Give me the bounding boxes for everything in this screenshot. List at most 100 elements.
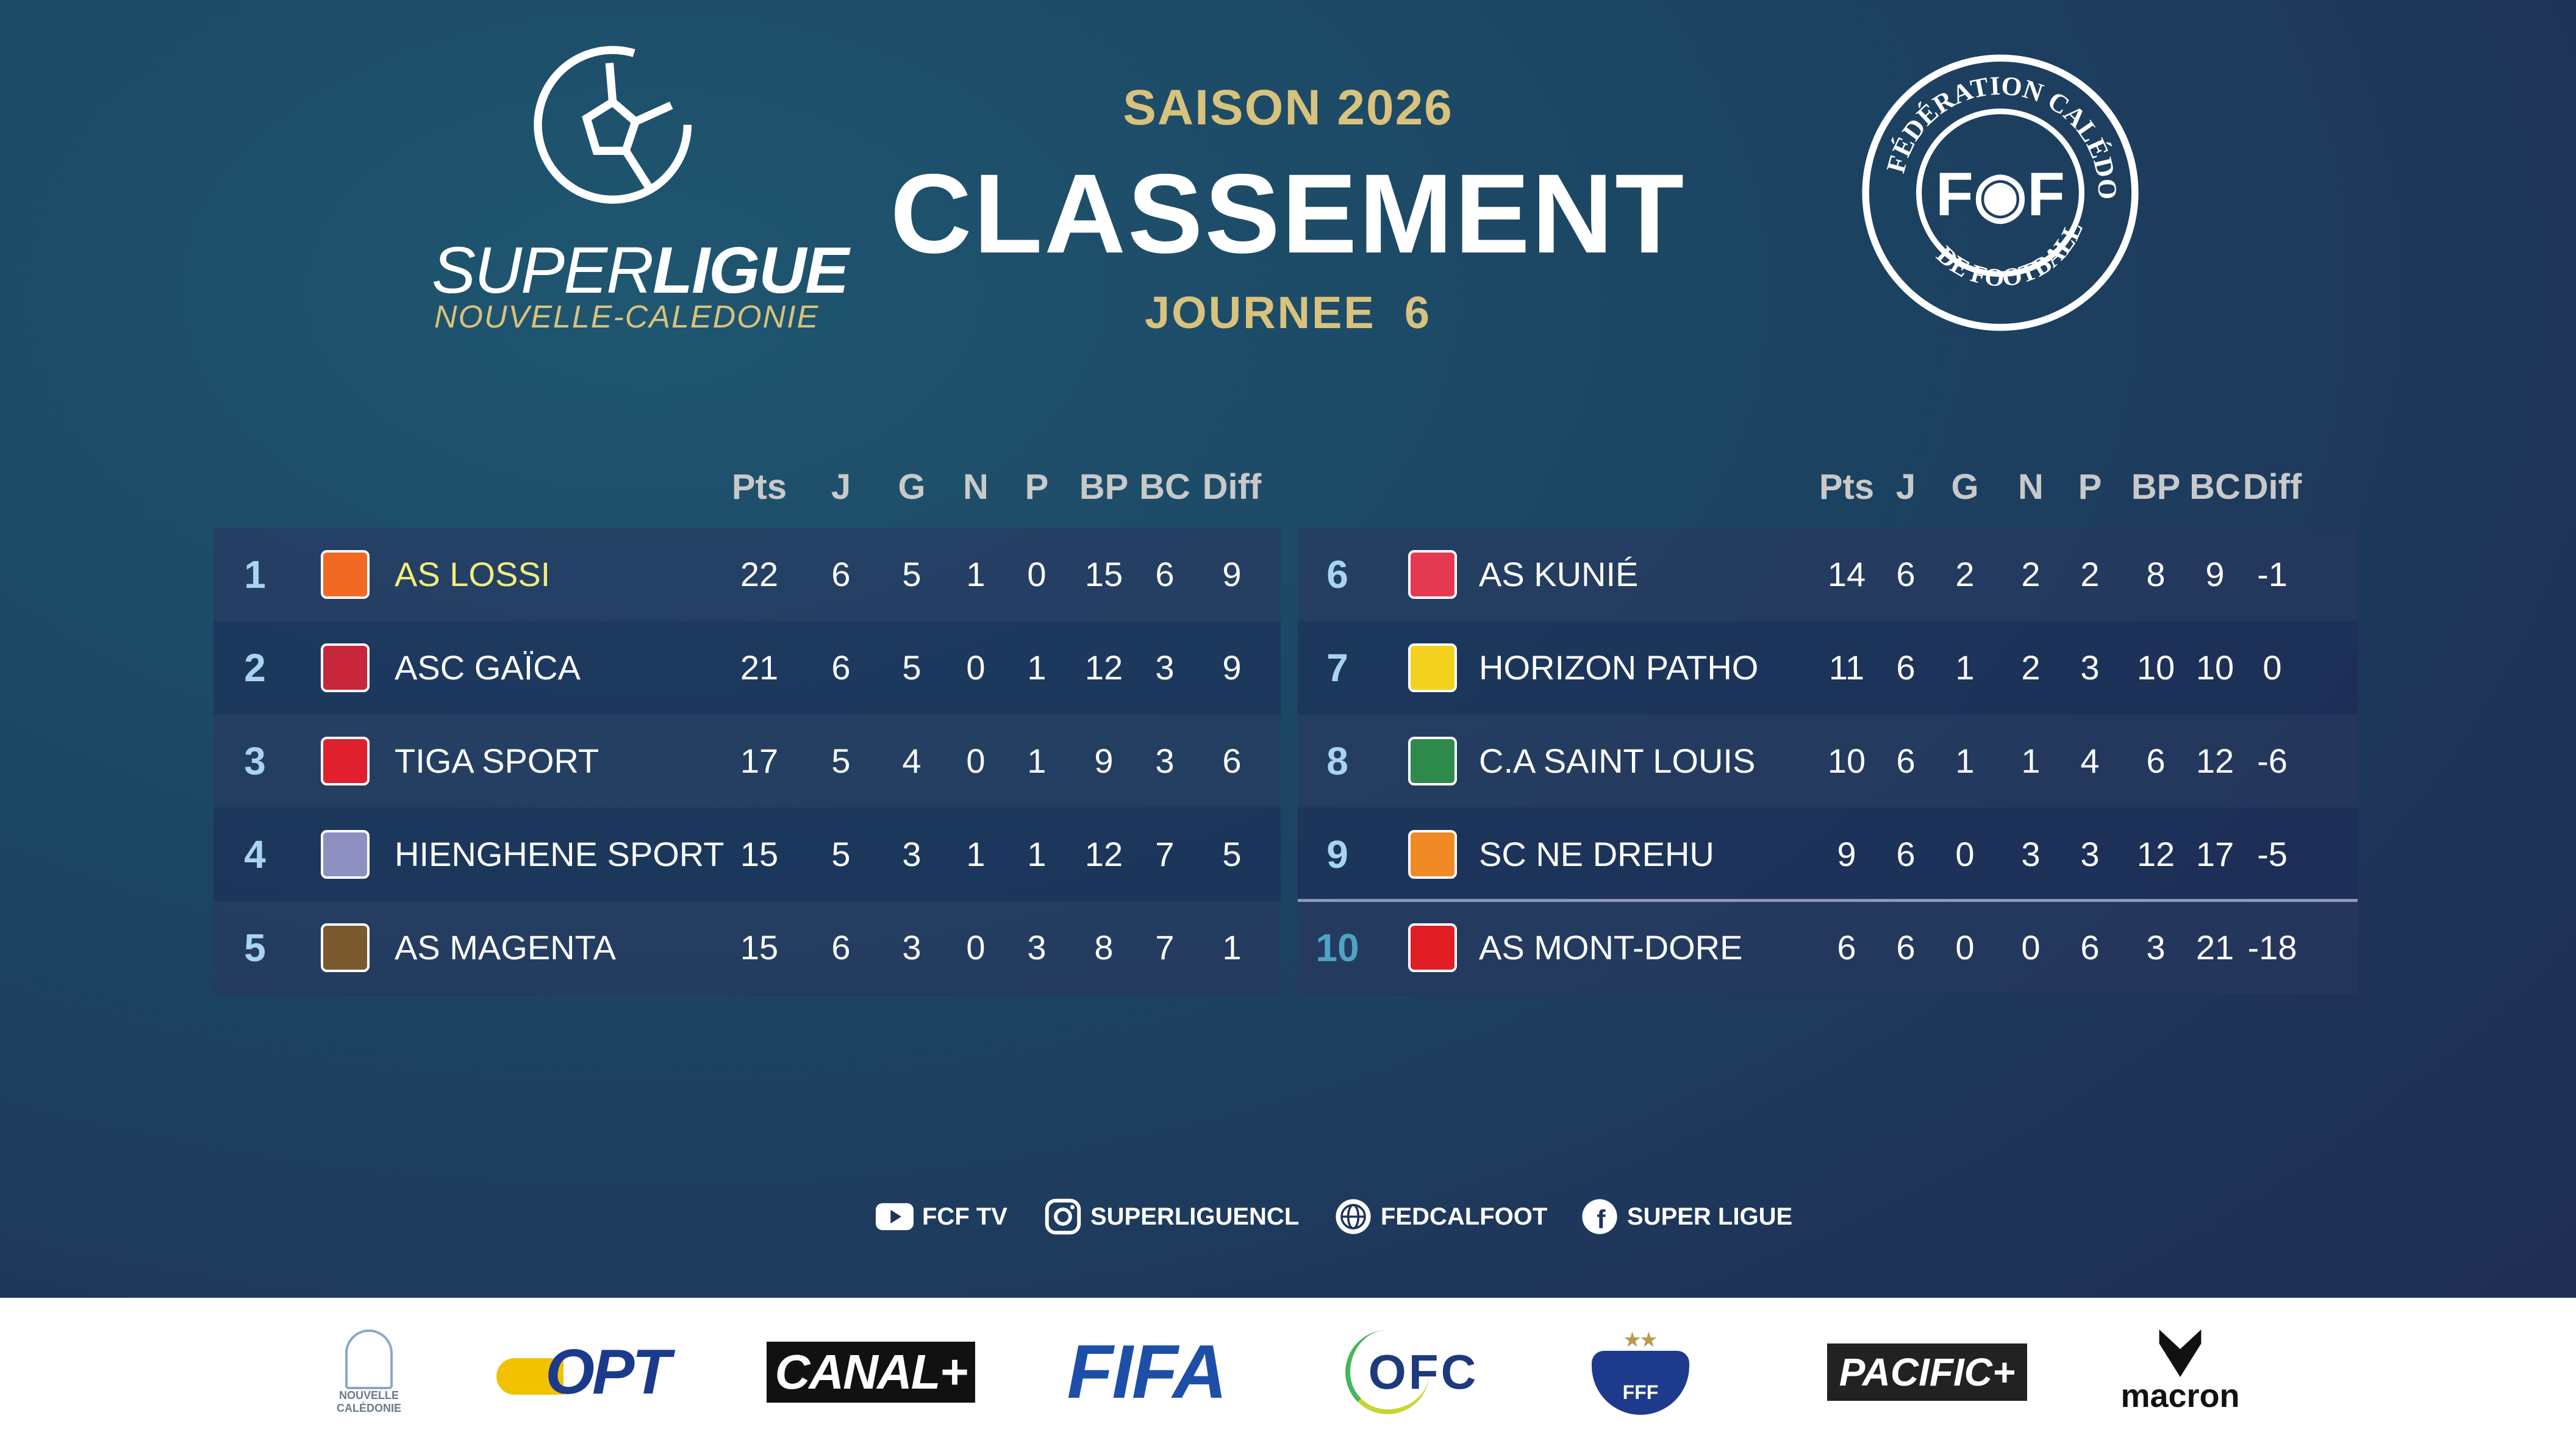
- stat-bc: 7: [1155, 835, 1175, 873]
- table-row[interactable]: 2 ASC GAÏCA 21 6 5 0 1 12 3 9: [213, 621, 1281, 714]
- social-facebook[interactable]: f SUPER LIGUE: [1581, 1195, 1792, 1238]
- team-rank: 3: [244, 739, 266, 783]
- stat-pts: 22: [740, 555, 779, 593]
- social-instagram[interactable]: SUPERLIGUENCL: [1044, 1195, 1299, 1238]
- team-name: ASC GAÏCA: [395, 648, 581, 687]
- team-name: HIENGHENE SPORT: [395, 835, 724, 873]
- stat-g: 1: [1955, 648, 1975, 687]
- team-logo-icon: [321, 923, 370, 972]
- table-row[interactable]: 3 TIGA SPORT 17 5 4 0 1 9 3 6: [213, 715, 1281, 807]
- sponsor-fff: ★★ FFF: [1586, 1329, 1695, 1415]
- stat-diff: -18: [2247, 928, 2297, 967]
- table-row[interactable]: 9 SC NE DREHU 9 6 0 3 3 12 17 -5: [1298, 808, 2358, 901]
- stat-j: 6: [1896, 742, 1916, 780]
- stat-pts: 9: [1837, 835, 1856, 873]
- social-youtube[interactable]: FCF TV: [876, 1195, 1007, 1238]
- stat-diff: 6: [1222, 742, 1242, 780]
- stat-diff: -5: [2257, 835, 2288, 873]
- stat-bc: 7: [1155, 928, 1175, 967]
- stat-p: 1: [1027, 835, 1046, 873]
- table-row[interactable]: 7 HORIZON PATHO 11 6 1 2 3 10 10 0: [1298, 621, 2358, 714]
- stat-g: 0: [1955, 835, 1975, 873]
- stat-diff: -1: [2257, 555, 2288, 593]
- column-header-diff: Diff: [1202, 467, 1262, 507]
- social-website[interactable]: FEDCALFOOT: [1334, 1195, 1547, 1238]
- stat-pts: 14: [1827, 555, 1866, 593]
- social-label: FCF TV: [922, 1203, 1007, 1230]
- social-label: SUPER LIGUE: [1627, 1203, 1793, 1230]
- stat-g: 5: [902, 648, 921, 687]
- stat-bc: 6: [1155, 555, 1175, 593]
- stat-pts: 6: [1837, 928, 1856, 967]
- column-header-n: N: [963, 467, 989, 507]
- stat-g: 0: [1955, 928, 1975, 967]
- round-label: JOURNEE 6: [1144, 287, 1432, 338]
- team-rank: 6: [1326, 553, 1348, 596]
- stat-j: 6: [1896, 928, 1916, 967]
- stat-p: 0: [1027, 555, 1046, 593]
- team-name: TIGA SPORT: [395, 742, 599, 780]
- stat-diff: 9: [1222, 555, 1242, 593]
- stat-j: 6: [1896, 648, 1916, 687]
- stat-n: 1: [966, 835, 986, 873]
- team-name: AS LOSSI: [395, 555, 551, 593]
- team-rank: 7: [1326, 646, 1348, 690]
- stat-diff: -6: [2257, 742, 2288, 780]
- standings-panel-left: [213, 528, 1281, 995]
- stat-diff: 9: [1222, 648, 1242, 687]
- table-row[interactable]: 6 AS KUNIÉ 14 6 2 2 2 8 9 -1: [1298, 528, 2358, 621]
- stat-n: 3: [2021, 835, 2041, 873]
- stat-pts: 10: [1827, 742, 1866, 780]
- page-title: CLASSEMENT: [890, 151, 1686, 277]
- sponsor-ofc: OFC: [1329, 1329, 1494, 1415]
- season-label: SAISON 2026: [1123, 80, 1453, 135]
- standings-panel-right: [1298, 528, 2358, 995]
- stat-bp: 10: [2136, 648, 2175, 687]
- logo-text: SUPER: [432, 233, 654, 307]
- stat-diff: 0: [2263, 648, 2282, 687]
- stat-pts: 15: [740, 835, 779, 873]
- team-logo-icon: [321, 737, 370, 785]
- stat-bc: 17: [2195, 835, 2234, 873]
- relegation-divider: [1298, 899, 2358, 902]
- table-row[interactable]: 1 AS LOSSI 22 6 5 1 0 15 6 9: [213, 528, 1281, 621]
- stat-bp: 8: [2146, 555, 2166, 593]
- team-logo-icon: [1408, 737, 1457, 785]
- stat-diff: 5: [1222, 835, 1242, 873]
- stat-bc: 21: [2195, 928, 2234, 967]
- stat-bp: 8: [1094, 928, 1114, 967]
- instagram-icon: [1044, 1198, 1082, 1236]
- stat-p: 1: [1027, 648, 1046, 687]
- stat-n: 0: [2021, 928, 2041, 967]
- stat-j: 6: [831, 648, 851, 687]
- stat-n: 0: [966, 928, 986, 967]
- team-logo-icon: [321, 550, 370, 599]
- column-header-g: G: [1951, 467, 1979, 507]
- column-header-j: J: [831, 467, 851, 507]
- column-header-pts: Pts: [1819, 467, 1875, 507]
- table-row[interactable]: 8 C.A SAINT LOUIS 10 6 1 1 4 6 12 -6: [1298, 715, 2358, 807]
- stat-bp: 6: [2146, 742, 2166, 780]
- stat-p: 3: [2080, 835, 2100, 873]
- team-logo-icon: [321, 830, 370, 879]
- stat-pts: 21: [740, 648, 779, 687]
- table-row[interactable]: 4 HIENGHENE SPORT 15 5 3 1 1 12 7 5: [213, 808, 1281, 901]
- stat-bc: 9: [2205, 555, 2225, 593]
- stat-j: 6: [1896, 835, 1916, 873]
- stat-j: 5: [831, 835, 851, 873]
- column-header-p: P: [2078, 467, 2102, 507]
- column-header-g: G: [898, 467, 926, 507]
- stat-g: 2: [1955, 555, 1975, 593]
- stat-g: 4: [902, 742, 921, 780]
- stat-j: 6: [831, 555, 851, 593]
- team-name: SC NE DREHU: [1479, 835, 1714, 873]
- column-header-pts: Pts: [731, 467, 787, 507]
- team-logo-icon: [1408, 550, 1457, 599]
- sponsor-canal-plus: CANAL+: [766, 1329, 976, 1415]
- table-row[interactable]: 10 AS MONT-DORE 6 6 0 0 6 3 21 -18: [1298, 901, 2358, 994]
- stat-bc: 12: [2195, 742, 2234, 780]
- stat-g: 3: [902, 835, 921, 873]
- stat-n: 0: [966, 648, 986, 687]
- table-row[interactable]: 5 AS MAGENTA 15 6 3 0 3 8 7 1: [213, 901, 1281, 994]
- team-rank: 1: [244, 553, 266, 596]
